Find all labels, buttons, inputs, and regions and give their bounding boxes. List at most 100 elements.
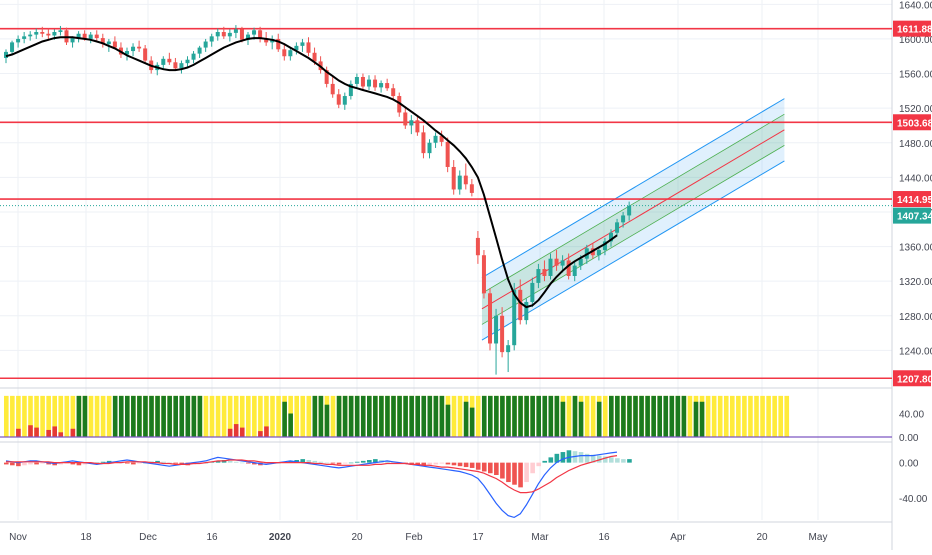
indicator-bar[interactable] bbox=[439, 395, 445, 437]
candle[interactable] bbox=[10, 42, 15, 52]
candle[interactable] bbox=[560, 260, 565, 266]
candle[interactable] bbox=[34, 32, 39, 35]
macd-histogram-bar[interactable] bbox=[312, 460, 318, 463]
macd-histogram-bar[interactable] bbox=[46, 462, 51, 465]
indicator-bar[interactable] bbox=[385, 395, 390, 437]
last-price-tag[interactable] bbox=[893, 207, 931, 224]
candle[interactable] bbox=[106, 41, 111, 45]
indicator-bar[interactable] bbox=[500, 395, 505, 437]
indicator-bar[interactable] bbox=[209, 395, 215, 437]
candle[interactable] bbox=[221, 32, 226, 37]
indicator-bar[interactable] bbox=[137, 395, 142, 437]
candle[interactable] bbox=[227, 32, 232, 37]
macd-histogram-bar[interactable] bbox=[10, 462, 15, 466]
indicator-bar[interactable] bbox=[318, 395, 324, 437]
candle[interactable] bbox=[22, 36, 27, 39]
candle[interactable] bbox=[463, 175, 468, 185]
indicator-bar[interactable] bbox=[784, 395, 790, 437]
indicator-bar[interactable] bbox=[627, 395, 632, 437]
candle[interactable] bbox=[457, 175, 462, 190]
candle[interactable] bbox=[246, 34, 250, 40]
indicator-bar[interactable] bbox=[258, 431, 263, 437]
candle[interactable] bbox=[70, 38, 75, 43]
macd-histogram-bar[interactable] bbox=[602, 456, 608, 463]
indicator-bar[interactable] bbox=[215, 395, 221, 437]
candle[interactable] bbox=[179, 63, 184, 69]
indicator-bar[interactable] bbox=[602, 395, 608, 437]
candle[interactable] bbox=[82, 33, 87, 39]
macd-histogram-bar[interactable] bbox=[354, 461, 360, 463]
macd-histogram-bar[interactable] bbox=[106, 460, 112, 463]
macd-histogram-bar[interactable] bbox=[385, 460, 390, 463]
indicator-bar[interactable] bbox=[221, 395, 227, 437]
indicator-bar[interactable] bbox=[294, 395, 299, 437]
indicator-bar[interactable] bbox=[342, 395, 348, 437]
indicator-bar[interactable] bbox=[118, 395, 124, 437]
macd-histogram-bar[interactable] bbox=[76, 462, 82, 466]
macd-histogram-bar[interactable] bbox=[330, 462, 336, 464]
indicator-bar[interactable] bbox=[748, 395, 753, 437]
indicator-bar[interactable] bbox=[711, 395, 717, 437]
macd-histogram-bar[interactable] bbox=[439, 462, 445, 464]
candle[interactable] bbox=[348, 83, 353, 97]
indicator-bar[interactable] bbox=[421, 395, 427, 437]
candle[interactable] bbox=[125, 51, 129, 55]
level-price-tag[interactable] bbox=[893, 191, 931, 208]
indicator-bar[interactable] bbox=[530, 395, 535, 437]
indicator-bar[interactable] bbox=[766, 395, 771, 437]
candle[interactable] bbox=[167, 58, 172, 63]
macd-histogram-bar[interactable] bbox=[536, 462, 541, 467]
indicator-bar[interactable] bbox=[191, 395, 197, 437]
candle[interactable] bbox=[475, 237, 480, 256]
macd-histogram-bar[interactable] bbox=[179, 462, 185, 465]
macd-histogram-bar[interactable] bbox=[173, 462, 178, 464]
candle[interactable] bbox=[433, 135, 438, 143]
macd-histogram-bar[interactable] bbox=[100, 461, 106, 463]
macd-histogram-bar[interactable] bbox=[70, 462, 76, 465]
macd-histogram-bar[interactable] bbox=[306, 460, 312, 463]
macd-histogram-bar[interactable] bbox=[264, 462, 269, 465]
macd-histogram-bar[interactable] bbox=[421, 462, 427, 467]
macd-histogram-bar[interactable] bbox=[578, 452, 584, 463]
indicator-bar[interactable] bbox=[336, 395, 342, 437]
indicator-bar[interactable] bbox=[28, 425, 33, 437]
candle[interactable] bbox=[621, 215, 626, 223]
candle[interactable] bbox=[379, 83, 384, 88]
indicator-bar[interactable] bbox=[312, 395, 318, 437]
candle[interactable] bbox=[185, 59, 190, 64]
indicator-bar[interactable] bbox=[609, 395, 614, 437]
indicator-bar[interactable] bbox=[270, 395, 275, 437]
macd-histogram-bar[interactable] bbox=[324, 462, 330, 464]
candle[interactable] bbox=[137, 46, 142, 49]
candle[interactable] bbox=[451, 166, 456, 190]
indicator-bar[interactable] bbox=[161, 395, 166, 437]
candle[interactable] bbox=[572, 265, 577, 276]
macd-histogram-bar[interactable] bbox=[494, 462, 499, 475]
macd-histogram-bar[interactable] bbox=[445, 462, 451, 465]
candle[interactable] bbox=[197, 47, 202, 54]
macd-histogram-bar[interactable] bbox=[342, 462, 348, 464]
candle[interactable] bbox=[40, 32, 45, 34]
candle[interactable] bbox=[439, 135, 444, 142]
macd-histogram-bar[interactable] bbox=[500, 462, 505, 479]
indicator-panel[interactable] bbox=[0, 395, 892, 438]
candle[interactable] bbox=[354, 77, 359, 84]
macd-histogram-bar[interactable] bbox=[246, 462, 251, 464]
indicator-bar[interactable] bbox=[167, 395, 172, 437]
indicator-bar[interactable] bbox=[639, 395, 644, 437]
candle[interactable] bbox=[276, 38, 281, 50]
candle[interactable] bbox=[161, 58, 166, 65]
indicator-bar[interactable] bbox=[572, 395, 578, 437]
candle[interactable] bbox=[500, 315, 505, 353]
indicator-bar[interactable] bbox=[112, 395, 118, 437]
macd-histogram-bar[interactable] bbox=[463, 462, 469, 468]
macd-histogram-bar[interactable] bbox=[560, 452, 566, 463]
indicator-bar[interactable] bbox=[282, 401, 287, 437]
candle[interactable] bbox=[391, 88, 396, 97]
indicator-bar[interactable] bbox=[409, 395, 414, 437]
macd-histogram-bar[interactable] bbox=[233, 461, 239, 463]
indicator-bar[interactable] bbox=[506, 395, 511, 437]
candle[interactable] bbox=[506, 345, 511, 353]
indicator-bar[interactable] bbox=[106, 395, 112, 437]
